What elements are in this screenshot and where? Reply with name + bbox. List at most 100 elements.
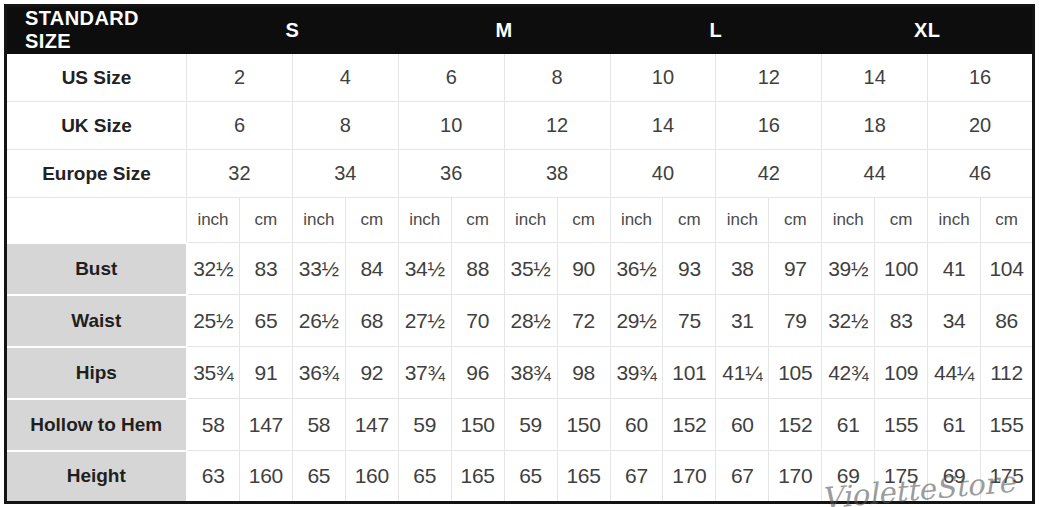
row-label-hollow-to-hem: Hollow to Hem bbox=[6, 399, 187, 451]
value-cell: 65 bbox=[398, 451, 451, 503]
value-cell: 32½ bbox=[822, 295, 875, 347]
value-cell: 42¾ bbox=[822, 347, 875, 399]
value-cell: 27½ bbox=[398, 295, 451, 347]
value-cell: 10 bbox=[398, 102, 504, 150]
value-cell: 12 bbox=[504, 102, 610, 150]
value-cell: 4 bbox=[292, 54, 398, 102]
unit-cell: cm bbox=[981, 198, 1034, 243]
value-cell: 152 bbox=[769, 399, 822, 451]
value-cell: 69 bbox=[822, 451, 875, 503]
value-cell: 39½ bbox=[822, 243, 875, 295]
value-cell: 59 bbox=[398, 399, 451, 451]
value-cell: 67 bbox=[610, 451, 663, 503]
row-label-bust: Bust bbox=[6, 243, 187, 295]
row-hips: Hips35¾9136¾9237¾9638¾9839¾10141¼10542¾1… bbox=[6, 347, 1034, 399]
value-cell: 59 bbox=[504, 399, 557, 451]
value-cell: 40 bbox=[610, 150, 716, 198]
value-cell: 33½ bbox=[292, 243, 345, 295]
value-cell: 72 bbox=[557, 295, 610, 347]
value-cell: 10 bbox=[610, 54, 716, 102]
unit-cell: cm bbox=[769, 198, 822, 243]
row-waist: Waist25½6526½6827½7028½7229½75317932½833… bbox=[6, 295, 1034, 347]
row-us-size: US Size246810121416 bbox=[6, 54, 1034, 102]
unit-cell: cm bbox=[345, 198, 398, 243]
size-chart-page: STANDARD SIZESMLXL US Size246810121416UK… bbox=[0, 0, 1039, 507]
row-bust: Bust32½8333½8434½8835½9036½93389739½1004… bbox=[6, 243, 1034, 295]
value-cell: 60 bbox=[716, 399, 769, 451]
size-group-header-m: M bbox=[398, 6, 610, 54]
value-cell: 86 bbox=[981, 295, 1034, 347]
value-cell: 91 bbox=[239, 347, 292, 399]
value-cell: 60 bbox=[610, 399, 663, 451]
value-cell: 67 bbox=[716, 451, 769, 503]
row-label-height: Height bbox=[6, 451, 187, 503]
value-cell: 63 bbox=[187, 451, 240, 503]
size-chart-head: STANDARD SIZESMLXL bbox=[6, 6, 1034, 54]
value-cell: 6 bbox=[398, 54, 504, 102]
unit-cell: inch bbox=[928, 198, 981, 243]
value-cell: 170 bbox=[769, 451, 822, 503]
value-cell: 38¾ bbox=[504, 347, 557, 399]
value-cell: 12 bbox=[716, 54, 822, 102]
value-cell: 38 bbox=[716, 243, 769, 295]
value-cell: 16 bbox=[716, 102, 822, 150]
value-cell: 36 bbox=[398, 150, 504, 198]
size-group-header-xl: XL bbox=[822, 6, 1034, 54]
value-cell: 41 bbox=[928, 243, 981, 295]
value-cell: 92 bbox=[345, 347, 398, 399]
value-cell: 97 bbox=[769, 243, 822, 295]
value-cell: 46 bbox=[928, 150, 1034, 198]
value-cell: 152 bbox=[663, 399, 716, 451]
value-cell: 32½ bbox=[187, 243, 240, 295]
row-label-units bbox=[6, 198, 187, 243]
unit-cell: cm bbox=[239, 198, 292, 243]
value-cell: 155 bbox=[875, 399, 928, 451]
value-cell: 101 bbox=[663, 347, 716, 399]
value-cell: 160 bbox=[239, 451, 292, 503]
value-cell: 6 bbox=[187, 102, 293, 150]
value-cell: 18 bbox=[822, 102, 928, 150]
value-cell: 39¾ bbox=[610, 347, 663, 399]
value-cell: 14 bbox=[610, 102, 716, 150]
value-cell: 98 bbox=[557, 347, 610, 399]
value-cell: 20 bbox=[928, 102, 1034, 150]
value-cell: 104 bbox=[981, 243, 1034, 295]
value-cell: 25½ bbox=[187, 295, 240, 347]
unit-cell: cm bbox=[557, 198, 610, 243]
unit-cell: inch bbox=[504, 198, 557, 243]
value-cell: 61 bbox=[928, 399, 981, 451]
standard-size-header: STANDARD SIZE bbox=[6, 6, 187, 54]
value-cell: 150 bbox=[557, 399, 610, 451]
value-cell: 170 bbox=[663, 451, 716, 503]
value-cell: 90 bbox=[557, 243, 610, 295]
value-cell: 16 bbox=[928, 54, 1034, 102]
row-height: Height6316065160651656516567170671706917… bbox=[6, 451, 1034, 503]
size-chart-table: STANDARD SIZESMLXL US Size246810121416UK… bbox=[4, 4, 1035, 504]
value-cell: 155 bbox=[981, 399, 1034, 451]
value-cell: 2 bbox=[187, 54, 293, 102]
value-cell: 26½ bbox=[292, 295, 345, 347]
value-cell: 36½ bbox=[610, 243, 663, 295]
value-cell: 34 bbox=[292, 150, 398, 198]
value-cell: 44 bbox=[822, 150, 928, 198]
value-cell: 14 bbox=[822, 54, 928, 102]
value-cell: 88 bbox=[451, 243, 504, 295]
row-label-uk-size: UK Size bbox=[6, 102, 187, 150]
value-cell: 65 bbox=[504, 451, 557, 503]
value-cell: 35¾ bbox=[187, 347, 240, 399]
row-units: inchcminchcminchcminchcminchcminchcminch… bbox=[6, 198, 1034, 243]
value-cell: 83 bbox=[875, 295, 928, 347]
row-uk-size: UK Size68101214161820 bbox=[6, 102, 1034, 150]
value-cell: 8 bbox=[292, 102, 398, 150]
value-cell: 112 bbox=[981, 347, 1034, 399]
value-cell: 38 bbox=[504, 150, 610, 198]
size-chart-body: US Size246810121416UK Size68101214161820… bbox=[6, 54, 1034, 503]
value-cell: 175 bbox=[875, 451, 928, 503]
row-label-waist: Waist bbox=[6, 295, 187, 347]
unit-cell: inch bbox=[716, 198, 769, 243]
value-cell: 28½ bbox=[504, 295, 557, 347]
value-cell: 58 bbox=[292, 399, 345, 451]
value-cell: 42 bbox=[716, 150, 822, 198]
size-group-header-s: S bbox=[187, 6, 399, 54]
value-cell: 175 bbox=[981, 451, 1034, 503]
